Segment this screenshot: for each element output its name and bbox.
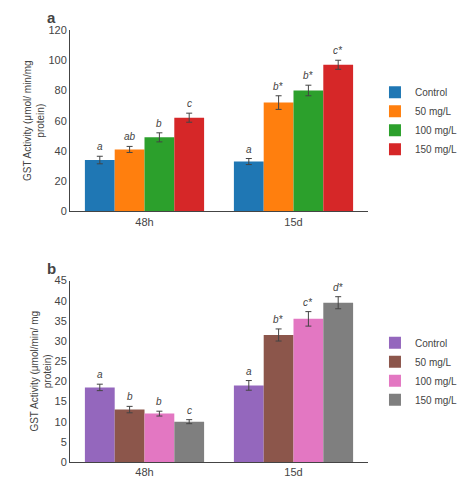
svg-text:c*: c* [303, 297, 313, 308]
svg-text:b*: b* [303, 70, 314, 81]
svg-text:80: 80 [55, 84, 67, 96]
svg-text:120: 120 [48, 24, 66, 36]
svg-text:15d: 15d [284, 216, 302, 228]
svg-text:a: a [246, 366, 252, 377]
svg-text:b*: b* [273, 314, 284, 325]
svg-text:c: c [187, 98, 192, 109]
svg-text:Control: Control [415, 87, 447, 98]
svg-text:100 mg/L: 100 mg/L [415, 376, 457, 387]
svg-text:d*: d* [333, 282, 344, 293]
svg-text:50 mg/L: 50 mg/L [415, 357, 452, 368]
svg-text:b*: b* [273, 81, 284, 92]
svg-text:60: 60 [55, 115, 67, 127]
svg-text:Control: Control [415, 338, 447, 349]
svg-text:40: 40 [55, 295, 67, 307]
svg-text:a: a [47, 9, 56, 26]
svg-text:GST Activity (μmol/ min/mgprot: GST Activity (μmol/ min/mgprotein) [22, 60, 46, 181]
svg-text:ab: ab [124, 131, 136, 142]
svg-text:15d: 15d [284, 466, 302, 478]
svg-text:25: 25 [55, 355, 67, 367]
svg-text:a: a [97, 369, 103, 380]
svg-text:35: 35 [55, 315, 67, 327]
svg-text:b: b [47, 260, 56, 277]
svg-text:10: 10 [55, 416, 67, 428]
svg-text:15: 15 [55, 395, 67, 407]
svg-text:c*: c* [333, 45, 343, 56]
svg-text:150 mg/L: 150 mg/L [415, 395, 457, 406]
svg-text:0: 0 [61, 456, 67, 468]
svg-text:100: 100 [48, 54, 66, 66]
svg-text:b: b [156, 396, 162, 407]
svg-text:a: a [97, 141, 103, 152]
svg-text:b: b [127, 391, 133, 402]
svg-text:50 mg/L: 50 mg/L [415, 106, 452, 117]
svg-text:0: 0 [61, 205, 67, 217]
svg-text:20: 20 [55, 375, 67, 387]
svg-text:c: c [187, 405, 192, 416]
svg-text:20: 20 [55, 175, 67, 187]
svg-text:a: a [246, 144, 252, 155]
svg-text:45: 45 [55, 274, 67, 286]
svg-text:40: 40 [55, 145, 67, 157]
svg-text:b: b [156, 118, 162, 129]
svg-text:48h: 48h [135, 216, 153, 228]
svg-text:100 mg/L: 100 mg/L [415, 125, 457, 136]
svg-text:30: 30 [55, 335, 67, 347]
svg-text:GST Activity (μmol/min/ mgprot: GST Activity (μmol/min/ mgprotein) [29, 311, 53, 432]
svg-text:150 mg/L: 150 mg/L [415, 144, 457, 155]
svg-text:48h: 48h [135, 466, 153, 478]
svg-text:5: 5 [61, 436, 67, 448]
